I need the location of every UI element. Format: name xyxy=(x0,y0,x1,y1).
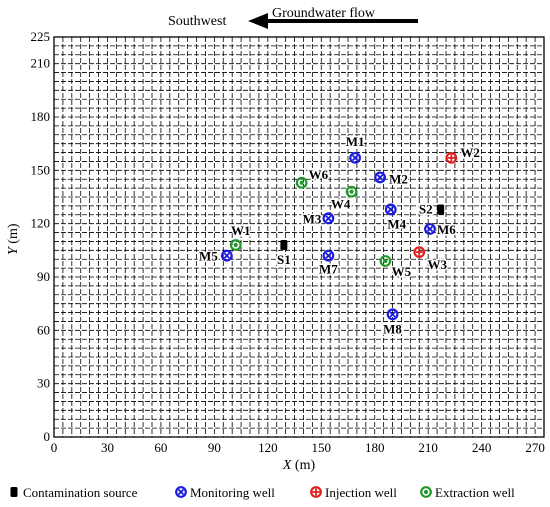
flow-direction-label: Southwest xyxy=(168,14,226,29)
axis-ticks: 0 30 60 90 120 150 180 210 240 270 0 30 60 90 120 150 18… xyxy=(31,29,545,455)
y-axis-label: Y (m) xyxy=(6,223,21,255)
monitoring-marker-m2 xyxy=(374,171,386,184)
injection-marker-w3 xyxy=(413,246,426,259)
legend-label-extraction: Extraction well xyxy=(435,485,515,500)
well-markers: S1 S2 M1 M2 M3 M4 M5 M6 M7 M8 W2 W3 W1 W4 W5 W6 xyxy=(198,132,482,337)
x-tick-label: 90 xyxy=(208,440,221,455)
point-label-m8: M8 xyxy=(383,321,402,336)
x-tick-label: 60 xyxy=(154,440,167,455)
source-marker-s1 xyxy=(280,240,288,250)
y-tick-label: 60 xyxy=(37,322,50,337)
y-tick-label: 225 xyxy=(31,29,51,44)
groundwater-flow-annotation: Southwest Groundwater flow xyxy=(168,6,418,29)
plot-frame xyxy=(53,36,545,438)
x-tick-label: 270 xyxy=(525,440,545,455)
point-label-m2: M2 xyxy=(389,171,408,186)
model-grid xyxy=(54,37,544,437)
injection-marker-w2 xyxy=(445,151,458,164)
legend-source-icon xyxy=(10,487,18,497)
x-tick-label: 240 xyxy=(472,440,492,455)
monitoring-marker-m6 xyxy=(424,223,436,235)
legend-monitoring-icon xyxy=(175,486,187,498)
legend-injection-icon xyxy=(310,486,322,498)
y-tick-label: 0 xyxy=(44,429,51,444)
point-label-w6: W6 xyxy=(309,167,329,182)
point-label-w3: W3 xyxy=(428,257,448,272)
flow-arrow-head-icon xyxy=(248,13,268,29)
y-tick-label: 30 xyxy=(37,376,50,391)
legend-label-source: Contamination source xyxy=(23,485,138,500)
x-tick-label: 30 xyxy=(101,440,114,455)
x-tick-label: 210 xyxy=(418,440,438,455)
monitoring-marker-m4 xyxy=(384,203,397,216)
legend-extraction-icon xyxy=(420,486,432,498)
point-label-s1: S1 xyxy=(277,252,291,267)
point-label-m7: M7 xyxy=(319,262,338,277)
legend: Contamination source Monitoring well Injec… xyxy=(10,485,515,500)
y-tick-label: 210 xyxy=(31,56,51,71)
point-label-w1: W1 xyxy=(231,223,251,238)
point-label-m6: M6 xyxy=(437,222,456,237)
extraction-marker-w6 xyxy=(295,176,308,189)
point-label-w4: W4 xyxy=(331,197,351,212)
y-tick-label: 120 xyxy=(31,216,51,231)
source-marker-s2 xyxy=(437,204,445,215)
monitoring-marker-m8 xyxy=(386,308,399,321)
point-label-m4: M4 xyxy=(387,216,406,231)
y-tick-label: 180 xyxy=(31,109,51,124)
monitoring-marker-m5 xyxy=(220,249,233,262)
monitoring-marker-m3 xyxy=(322,212,335,225)
point-label-m1: M1 xyxy=(346,134,365,149)
legend-label-injection: Injection well xyxy=(325,485,397,500)
extraction-marker-w4 xyxy=(345,185,358,198)
monitoring-marker-m7 xyxy=(322,249,335,262)
x-axis-label: X (m) xyxy=(282,458,316,473)
point-label-m3: M3 xyxy=(303,211,322,226)
point-label-w2: W2 xyxy=(460,145,480,160)
point-label-w5: W5 xyxy=(392,264,412,279)
x-tick-label: 150 xyxy=(312,440,332,455)
x-tick-label: 0 xyxy=(51,440,58,455)
point-label-m5: M5 xyxy=(199,249,218,264)
y-tick-label: 90 xyxy=(37,269,50,284)
monitoring-marker-m1 xyxy=(349,151,362,164)
extraction-marker-w1 xyxy=(229,239,242,251)
extraction-marker-w5 xyxy=(379,255,392,267)
y-tick-label: 150 xyxy=(31,162,51,177)
flow-label: Groundwater flow xyxy=(272,6,376,21)
point-label-s2: S2 xyxy=(419,201,433,216)
legend-label-monitoring: Monitoring well xyxy=(190,485,275,500)
x-tick-label: 120 xyxy=(258,440,278,455)
x-tick-label: 180 xyxy=(365,440,385,455)
